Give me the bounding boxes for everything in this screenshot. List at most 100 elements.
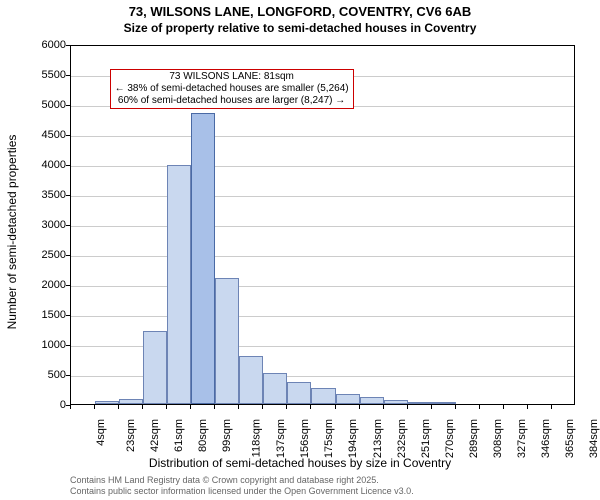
histogram-bar <box>287 382 311 404</box>
histogram-bar <box>191 113 215 404</box>
y-tick-mark <box>66 285 70 286</box>
gridline <box>71 196 574 197</box>
x-tick-mark <box>286 405 287 409</box>
gridline <box>71 166 574 167</box>
y-tick-mark <box>66 165 70 166</box>
y-tick-label: 1000 <box>36 339 66 351</box>
x-tick-label: 4sqm <box>95 419 107 446</box>
x-tick-mark <box>190 405 191 409</box>
x-tick-label: 213sqm <box>372 419 384 458</box>
y-tick-label: 4500 <box>36 129 66 141</box>
x-tick-label: 118sqm <box>251 419 263 457</box>
x-tick-label: 80sqm <box>197 419 209 452</box>
y-tick-mark <box>66 315 70 316</box>
y-tick-label: 0 <box>36 399 66 411</box>
gridline <box>71 316 574 317</box>
chart-container: 73, WILSONS LANE, LONGFORD, COVENTRY, CV… <box>0 0 600 500</box>
y-tick-label: 500 <box>36 369 66 381</box>
x-tick-mark <box>310 405 311 409</box>
x-tick-mark <box>527 405 528 409</box>
gridline <box>71 286 574 287</box>
y-tick-label: 2500 <box>36 249 66 261</box>
x-tick-mark <box>118 405 119 409</box>
x-tick-label: 156sqm <box>300 419 312 458</box>
histogram-bar <box>215 278 239 404</box>
x-tick-label: 346sqm <box>540 419 552 458</box>
y-tick-mark <box>66 105 70 106</box>
histogram-bar <box>384 400 408 404</box>
histogram-bar <box>432 402 456 404</box>
x-tick-label: 232sqm <box>396 419 408 458</box>
y-tick-mark <box>66 345 70 346</box>
x-tick-mark <box>431 405 432 409</box>
annotation-line: ← 38% of semi-detached houses are smalle… <box>115 83 349 95</box>
histogram-bar <box>408 402 432 404</box>
annotation-line: 73 WILSONS LANE: 81sqm <box>115 71 349 83</box>
title-block: 73, WILSONS LANE, LONGFORD, COVENTRY, CV… <box>0 4 600 36</box>
x-tick-mark <box>335 405 336 409</box>
y-tick-mark <box>66 75 70 76</box>
x-tick-label: 327sqm <box>516 419 528 458</box>
y-tick-mark <box>66 225 70 226</box>
x-tick-label: 251sqm <box>420 419 432 458</box>
x-tick-label: 289sqm <box>468 419 480 458</box>
footnote: Contains HM Land Registry data © Crown c… <box>70 475 414 497</box>
x-tick-label: 42sqm <box>149 419 161 452</box>
x-tick-label: 365sqm <box>564 419 576 458</box>
annotation-box: 73 WILSONS LANE: 81sqm← 38% of semi-deta… <box>110 69 354 109</box>
y-tick-mark <box>66 135 70 136</box>
y-tick-label: 3500 <box>36 189 66 201</box>
y-tick-mark <box>66 45 70 46</box>
x-tick-mark <box>238 405 239 409</box>
x-tick-mark <box>503 405 504 409</box>
x-tick-mark <box>166 405 167 409</box>
x-tick-mark <box>455 405 456 409</box>
annotation-line: 60% of semi-detached houses are larger (… <box>115 95 349 107</box>
y-tick-label: 5000 <box>36 99 66 111</box>
x-tick-mark <box>407 405 408 409</box>
histogram-bar <box>143 331 167 404</box>
histogram-bar <box>360 397 384 404</box>
histogram-bar <box>119 399 143 404</box>
y-tick-label: 6000 <box>36 39 66 51</box>
y-tick-label: 2000 <box>36 279 66 291</box>
gridline <box>71 226 574 227</box>
x-tick-mark <box>214 405 215 409</box>
histogram-bar <box>167 165 191 404</box>
histogram-bar <box>336 394 360 404</box>
x-tick-label: 270sqm <box>444 419 456 458</box>
x-tick-label: 61sqm <box>173 419 185 452</box>
x-tick-mark <box>479 405 480 409</box>
y-tick-label: 1500 <box>36 309 66 321</box>
footnote-line-1: Contains HM Land Registry data © Crown c… <box>70 475 414 486</box>
x-tick-label: 23sqm <box>125 419 137 452</box>
x-tick-label: 384sqm <box>588 419 600 458</box>
x-tick-mark <box>551 405 552 409</box>
x-tick-mark <box>359 405 360 409</box>
histogram-bar <box>239 356 263 404</box>
x-tick-mark <box>70 405 71 409</box>
x-tick-mark <box>262 405 263 409</box>
chart-subtitle: Size of property relative to semi-detach… <box>0 21 600 37</box>
histogram-bar <box>95 401 119 404</box>
y-tick-label: 5500 <box>36 69 66 81</box>
x-tick-label: 99sqm <box>221 419 233 452</box>
y-tick-mark <box>66 375 70 376</box>
y-tick-label: 3000 <box>36 219 66 231</box>
y-tick-mark <box>66 195 70 196</box>
histogram-bar <box>311 388 335 404</box>
histogram-bar <box>263 373 287 404</box>
y-tick-mark <box>66 255 70 256</box>
gridline <box>71 136 574 137</box>
chart-title: 73, WILSONS LANE, LONGFORD, COVENTRY, CV… <box>0 4 600 21</box>
x-tick-label: 308sqm <box>492 419 504 458</box>
x-tick-label: 194sqm <box>348 419 360 458</box>
x-tick-label: 175sqm <box>324 419 336 458</box>
x-tick-mark <box>94 405 95 409</box>
x-tick-label: 137sqm <box>275 419 287 458</box>
footnote-line-2: Contains public sector information licen… <box>70 486 414 497</box>
x-tick-mark <box>383 405 384 409</box>
y-tick-label: 4000 <box>36 159 66 171</box>
gridline <box>71 256 574 257</box>
y-axis-label: Number of semi-detached properties <box>5 135 19 330</box>
